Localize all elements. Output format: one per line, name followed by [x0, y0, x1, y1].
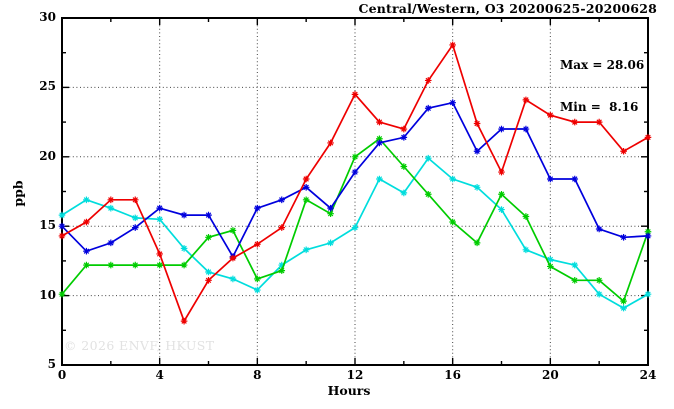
x-tick-label-24: 24 [639, 368, 657, 382]
y-tick-label-10: 10 [39, 287, 56, 302]
x-tick-label-20: 20 [541, 368, 559, 382]
x-tick-label-0: 0 [57, 368, 67, 382]
plot-border [61, 17, 649, 366]
chart-title: Central/Western, O3 20200625-20200628 [358, 1, 657, 16]
max-value-label: Max = 28.06 [560, 58, 645, 72]
y-tick-label-20: 20 [39, 148, 56, 163]
x-tick-label-4: 4 [155, 368, 164, 382]
y-tick-label-25: 25 [39, 79, 56, 94]
min-value-label: Min = 8.16 [560, 100, 639, 114]
max-min-annotation: Max = 28.06 Min = 8.16 [560, 30, 644, 142]
y-tick-label-30: 30 [39, 10, 56, 24]
y-tick-label-5: 5 [47, 357, 56, 371]
x-tick-label-16: 16 [444, 368, 461, 382]
x-axis-label: Hours [327, 383, 371, 398]
y-tick-label-15: 15 [39, 218, 56, 233]
watermark: © 2026 ENVF, HKUST [64, 338, 215, 353]
series-green-markers [58, 135, 652, 305]
gridlines [62, 18, 648, 365]
series-cyan-markers [58, 154, 652, 312]
series-blue-markers [58, 99, 652, 261]
y-axis-label: ppb [10, 180, 26, 207]
series-red-markers [58, 41, 652, 325]
x-tick-label-8: 8 [253, 368, 262, 382]
x-tick-label-12: 12 [346, 368, 364, 382]
